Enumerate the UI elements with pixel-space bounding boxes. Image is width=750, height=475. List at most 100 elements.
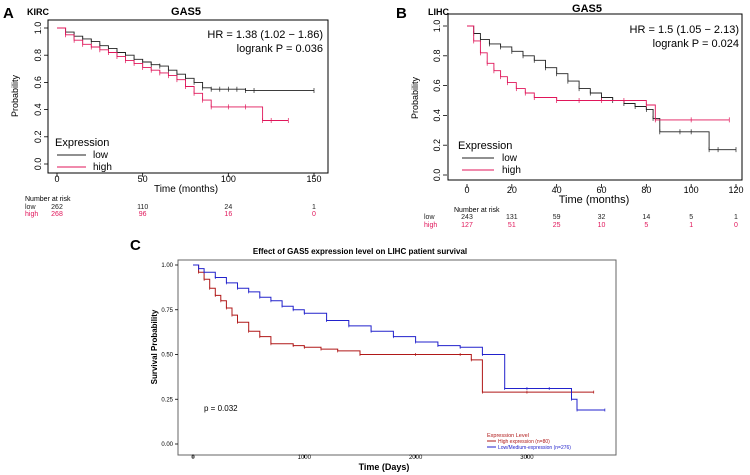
- panel-a-risk-title: Number at risk: [25, 196, 71, 203]
- panel-b-legend-label-high: high: [502, 165, 521, 176]
- panel-b-ytick-label: 0.4: [432, 109, 442, 122]
- panel-b-risk-value: 0: [734, 222, 738, 229]
- panel-b-risk-value: 1: [734, 214, 738, 221]
- panel-a-risk-value: 262: [51, 204, 63, 211]
- panel-a-risk-value: 96: [139, 211, 147, 218]
- panel-b-risk-value: 5: [644, 222, 648, 229]
- panel-b-ylabel: Probability: [410, 76, 420, 119]
- panel-b-xtick-label: 20: [507, 185, 517, 195]
- panel-c-legend-label-low: Low/Medium-expression (n=276): [498, 445, 571, 451]
- panel-c-pvalue: p = 0.032: [204, 404, 238, 413]
- panel-b-ytick-label: 1.0: [432, 20, 442, 33]
- panel-a-hr: HR = 1.38 (1.02 − 1.86): [207, 29, 323, 41]
- panel-b-ytick-label: 0.8: [432, 50, 442, 63]
- panel-a-plot-frame: [47, 19, 329, 174]
- panel-a-risk-value: 1: [312, 204, 316, 211]
- panel-a-xtick-label: 50: [138, 174, 148, 184]
- panel-b-risk-value: 14: [642, 214, 650, 221]
- panel-c-xtick-label: 2000: [409, 455, 423, 461]
- panel-c-ytick-label: 0.50: [161, 353, 173, 359]
- panel-a-legend-title: Expression: [55, 137, 109, 149]
- panel-a-ytick-label: 0.8: [33, 49, 43, 62]
- panel-a-dataset: KIRC: [27, 7, 49, 17]
- panel-a-ytick-label: 0.0: [33, 158, 43, 171]
- panel-b-risk-value: 25: [553, 222, 561, 229]
- panel-b: B LIHC GAS5 0 20 40 60 80 100 1200.00.20.40.60…: [396, 3, 744, 229]
- panel-c-legend-title: Expression Level: [487, 433, 529, 439]
- panel-c-ylabel: Survival Probability: [150, 309, 159, 384]
- panel-a-ytick-label: 0.2: [33, 131, 43, 144]
- panel-b-risk-row-label: high: [424, 222, 437, 229]
- panel-c-ytick-label: 0.25: [161, 397, 173, 403]
- panel-c-ytick-label: 0.00: [161, 442, 173, 448]
- panel-b-risk-value: 59: [553, 214, 561, 221]
- panel-c: C Effect of GAS5 expression level on LIH…: [130, 237, 617, 472]
- panel-c-xtick-label: 3000: [520, 455, 534, 461]
- panel-b-xlabel: Time (months): [559, 194, 630, 206]
- panel-b-legend-title: Expression: [458, 140, 512, 152]
- panel-b-risk-value: 127: [461, 222, 473, 229]
- panel-a-ytick-label: 1.0: [33, 22, 43, 35]
- panel-b-title: GAS5: [572, 3, 602, 15]
- panel-b-risk-value: 32: [598, 214, 606, 221]
- panel-a-ytick-label: 0.6: [33, 76, 43, 89]
- panel-c-ytick-label: 0.75: [161, 308, 173, 314]
- panel-b-risk-value: 51: [508, 222, 516, 229]
- panel-a-series-1-line: [57, 27, 289, 121]
- panel-a: A KIRC GAS5 0 50 100 1500.00.20.40.60.81.0 …: [3, 5, 329, 218]
- panel-c-title: Effect of GAS5 expression level on LIHC …: [253, 247, 467, 256]
- panel-a-xtick-label: 100: [221, 174, 236, 184]
- panel-a-plot-area: 0 50 100 150 0.0 0.2 0.4 0.6 0.8 1.0: [33, 22, 322, 184]
- panel-b-legend-label-low: low: [502, 153, 518, 164]
- panel-a-risk-row-label: low: [25, 204, 36, 211]
- panel-c-ytick-label: 1.00: [161, 263, 173, 269]
- panel-b-dataset: LIHC: [428, 7, 449, 17]
- panel-c-plot-area: 0 1000 2000 3000 0.00 0.25 0.50 0.75 1.00: [161, 263, 606, 461]
- panel-b-risk-value: 5: [689, 214, 693, 221]
- panel-b-xtick-label: 80: [641, 185, 651, 195]
- panel-a-risk-value: 268: [51, 211, 63, 218]
- panel-c-xlabel: Time (Days): [359, 462, 410, 472]
- panel-b-risk-value: 10: [598, 222, 606, 229]
- panel-a-ytick-label: 0.4: [33, 103, 43, 116]
- panel-a-xtick-label: 0: [54, 174, 59, 184]
- panel-a-risk-value: 0: [312, 211, 316, 218]
- panel-a-logrank: logrank P = 0.036: [237, 43, 323, 55]
- panel-b-hr: HR = 1.5 (1.05 − 2.13): [630, 24, 739, 36]
- panel-a-xlabel: Time (months): [154, 184, 218, 195]
- panel-b-risk-row-label: low: [424, 214, 435, 221]
- panel-a-risk-row-label: high: [25, 211, 38, 218]
- panel-a-risk-value: 16: [224, 211, 232, 218]
- panel-b-xtick-label: 40: [552, 185, 562, 195]
- panel-c-plot-frame: [177, 259, 617, 456]
- panel-b-xtick-label: 120: [728, 185, 743, 195]
- panel-a-xtick-label: 150: [306, 174, 321, 184]
- panel-b-xtick-label: 60: [596, 185, 606, 195]
- panel-c-xtick-label: 1000: [298, 455, 312, 461]
- panel-b-ytick-label: 0.2: [432, 139, 442, 152]
- panel-b-series-1-line: [467, 25, 730, 121]
- panel-b-risk-title: Number at risk: [454, 207, 500, 214]
- panel-b-xtick-label: 100: [684, 185, 699, 195]
- panel-a-legend-label-high: high: [93, 162, 112, 173]
- panel-c-letter: C: [130, 237, 141, 254]
- panel-b-risk-value: 1: [689, 222, 693, 229]
- panel-b-xtick-label: 0: [464, 185, 469, 195]
- panel-b-letter: B: [396, 5, 407, 22]
- panel-b-ytick-label: 0.0: [432, 169, 442, 182]
- panel-b-logrank: logrank P = 0.024: [653, 38, 739, 50]
- panel-a-risk-value: 24: [224, 204, 232, 211]
- panel-a-legend-label-low: low: [93, 150, 109, 161]
- panel-b-plot-area: 0 20 40 60 80 100 120 0.0 0.2 0.4 0.6 0.8 1.0: [432, 20, 744, 195]
- panel-b-plot-frame: [447, 13, 743, 181]
- panel-c-xtick-label: 0: [191, 455, 195, 461]
- panel-a-letter: A: [3, 5, 14, 22]
- panel-a-ylabel: Probability: [10, 74, 20, 117]
- panel-a-risk-table: low 262 110 24 1 high 268 96 16 0: [25, 204, 316, 218]
- panel-b-risk-value: 131: [506, 214, 518, 221]
- panel-c-legend-label-high: High expression (n=80): [498, 439, 550, 445]
- panel-b-risk-value: 243: [461, 214, 473, 221]
- panel-a-risk-value: 110: [137, 204, 148, 211]
